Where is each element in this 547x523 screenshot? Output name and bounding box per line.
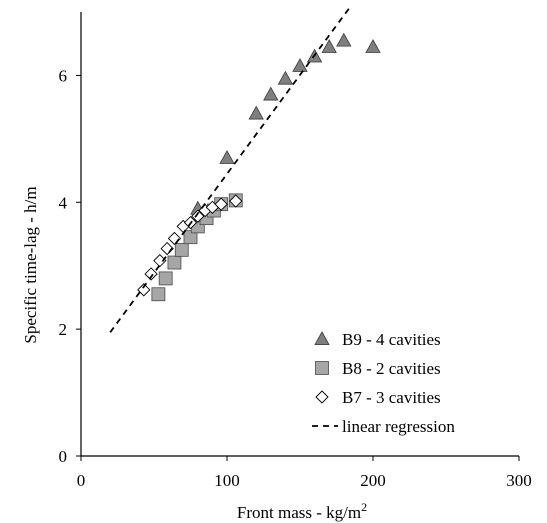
x-tick-label: 300 bbox=[506, 471, 532, 490]
legend-label: linear regression bbox=[342, 417, 455, 436]
data-point bbox=[137, 283, 151, 297]
legend-item: B7 - 3 cavities bbox=[315, 388, 441, 407]
y-tick-label: 6 bbox=[59, 66, 68, 85]
legend-marker-icon bbox=[315, 361, 329, 375]
data-point bbox=[219, 150, 235, 164]
data-point bbox=[167, 255, 182, 270]
regression-line bbox=[109, 5, 352, 333]
data-point bbox=[263, 86, 279, 101]
legend-label: B9 - 4 cavities bbox=[342, 330, 441, 349]
data-point bbox=[229, 194, 243, 208]
y-tick-label: 2 bbox=[59, 320, 68, 339]
data-point bbox=[214, 197, 228, 211]
legend-item: linear regression bbox=[312, 417, 455, 436]
legend-label: B7 - 3 cavities bbox=[342, 388, 441, 407]
data-point bbox=[191, 209, 205, 223]
data-point bbox=[248, 105, 264, 120]
data-point bbox=[151, 287, 166, 302]
series-b9-4-cavities bbox=[190, 32, 381, 215]
x-tick-label: 100 bbox=[214, 471, 240, 490]
x-tick-label: 0 bbox=[77, 471, 86, 490]
data-point bbox=[174, 242, 189, 257]
data-point bbox=[292, 58, 308, 72]
x-tick-label: 200 bbox=[360, 471, 386, 490]
data-point bbox=[277, 70, 294, 85]
y-tick-label: 0 bbox=[59, 447, 68, 466]
legend-item: B9 - 4 cavities bbox=[314, 330, 441, 349]
data-marks bbox=[109, 5, 381, 333]
legend-item: B8 - 2 cavities bbox=[315, 359, 441, 378]
legend-marker-icon bbox=[314, 331, 330, 346]
series-linear-regression bbox=[109, 5, 352, 333]
y-tick-label: 4 bbox=[59, 193, 68, 212]
data-point bbox=[144, 267, 158, 281]
legend: B9 - 4 cavities B8 - 2 cavities B7 - 3 cav… bbox=[312, 330, 455, 436]
data-point bbox=[365, 39, 381, 53]
data-point bbox=[183, 230, 198, 245]
data-point bbox=[167, 231, 182, 246]
x-axis-title: Front mass - kg/m2 bbox=[237, 500, 367, 522]
data-point bbox=[158, 271, 173, 286]
data-point bbox=[321, 39, 337, 53]
legend-label: B8 - 2 cavities bbox=[342, 359, 441, 378]
y-axis-title: Specific time-lag - h/m bbox=[21, 186, 40, 343]
legend-marker-icon bbox=[315, 390, 329, 404]
x-axis-title-superscript: 2 bbox=[361, 500, 367, 514]
data-point bbox=[336, 32, 352, 47]
axes: 0 100 200 300 0 2 4 6 bbox=[59, 12, 532, 490]
